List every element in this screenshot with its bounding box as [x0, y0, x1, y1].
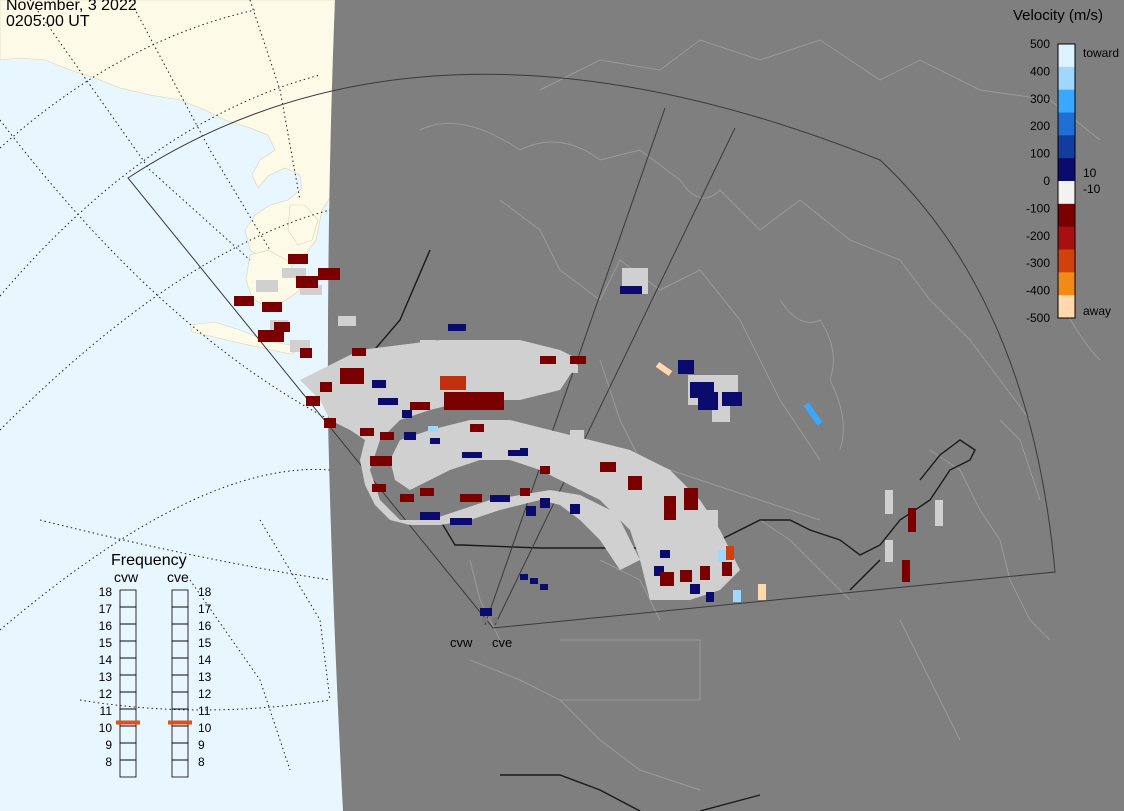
legend-colorbar-frame — [1057, 43, 1076, 319]
legend-tick-label: 100 — [1030, 147, 1050, 161]
legend-tick-label: 500 — [1030, 37, 1050, 51]
frequency-panel: Frequency cvw cve 1817161514131211109818… — [99, 552, 212, 778]
velocity-toward — [372, 286, 742, 616]
radar-label-cve: cve — [492, 635, 512, 650]
frequency-tick-label: 9 — [105, 738, 112, 752]
legend-threshold-pos: 10 — [1083, 166, 1097, 180]
legend-color-swatch — [1058, 112, 1075, 136]
legend-title: Velocity (m/s) — [1013, 7, 1103, 24]
frequency-tick-label: 12 — [99, 687, 113, 701]
legend-tick-label: -100 — [1026, 201, 1050, 215]
frequency-tick-label: 13 — [198, 670, 212, 684]
frequency-tick-label: 11 — [100, 704, 113, 718]
legend-tick-label: -500 — [1026, 311, 1050, 325]
legend-color-swatch — [1058, 66, 1075, 91]
coastlines — [419, 39, 1101, 791]
time-label: 0205:00 UT — [6, 13, 90, 30]
legend-threshold-neg: -10 — [1083, 182, 1101, 196]
frequency-tick-label: 8 — [198, 755, 205, 769]
frequency-tick-label: 16 — [99, 619, 113, 633]
legend-toward-label: toward — [1083, 46, 1119, 60]
frequency-radar-cvw-label: cvw — [114, 569, 139, 585]
frequency-cell — [119, 759, 137, 778]
legend-tick-label: 200 — [1030, 119, 1050, 133]
frequency-tick-label: 10 — [198, 721, 212, 735]
frequency-scale: 18 17 16 15 14 13 12 11 10 9 8 18 17 16 15 14 13 12 11 10 9 8 — [99, 585, 212, 778]
velocity-toward-fast — [428, 402, 823, 602]
legend-color-swatch — [1058, 158, 1075, 182]
frequency-tick-label: 15 — [198, 636, 212, 650]
frequency-tick-label: 17 — [99, 602, 113, 616]
velocity-away-fast — [440, 361, 766, 600]
radar-site-cvw — [482, 617, 488, 623]
frequency-tick-label: 12 — [198, 687, 212, 701]
legend-color-swatch — [1058, 89, 1075, 113]
legend-color-swatch — [1058, 203, 1075, 228]
frequency-tick-label: 9 — [198, 738, 205, 752]
frequency-title: Frequency — [111, 552, 187, 569]
radar-label-cvw: cvw — [450, 635, 473, 650]
frequency-tick-label: 13 — [99, 670, 113, 684]
frequency-radar-cve-label: cve — [167, 569, 189, 585]
frequency-tick-label: 17 — [198, 602, 212, 616]
frequency-tick-label: 8 — [105, 755, 112, 769]
legend-color-swatch — [1058, 295, 1075, 319]
timestamp-header: November, 3 2022 0205:00 UT — [6, 0, 137, 30]
legend-tick-label: -200 — [1026, 229, 1050, 243]
radar-sites: cvw cve — [450, 617, 512, 650]
frequency-tick-label: 11 — [198, 704, 211, 718]
legend-tick-label: 400 — [1030, 64, 1050, 78]
frequency-cell — [171, 759, 189, 778]
legend-color-swatch — [1058, 249, 1075, 273]
radar-site-cve — [492, 617, 498, 623]
legend-tick-label: -400 — [1026, 284, 1050, 298]
legend-away-label: away — [1083, 304, 1111, 318]
velocity-legend: Velocity (m/s) 500 400 300 200 100 0 -100 -200 -… — [1013, 7, 1119, 325]
legend-tick-label: -300 — [1026, 256, 1050, 270]
frequency-tick-label: 16 — [198, 619, 212, 633]
frequency-tick-label: 15 — [99, 636, 113, 650]
legend-tick-label: 300 — [1030, 92, 1050, 106]
fov-combined — [127, 73, 1056, 629]
frequency-marker — [168, 720, 192, 725]
graticule — [0, 0, 331, 771]
frequency-tick-label: 10 — [99, 721, 113, 735]
frequency-marker — [116, 720, 140, 725]
date-label: November, 3 2022 — [6, 0, 137, 14]
legend-color-swatch — [1058, 44, 1075, 68]
frequency-tick-label: 14 — [198, 653, 212, 667]
legend-color-swatch — [1058, 181, 1075, 205]
legend-tick-label: 0 — [1043, 174, 1050, 188]
frequency-tick-label: 18 — [99, 585, 113, 599]
legend-ticks: 500 400 300 200 100 0 -100 -200 -300 -400 -500 — [1026, 37, 1050, 325]
legend-color-swatch — [1058, 226, 1075, 250]
legend-colorbar — [1057, 43, 1076, 319]
legend-color-swatch — [1058, 272, 1075, 296]
frequency-tick-label: 18 — [198, 585, 212, 599]
frequency-tick-label: 14 — [99, 653, 113, 667]
fov-cve-edge — [494, 127, 736, 626]
legend-color-swatch — [1058, 135, 1075, 159]
velocity-away — [234, 254, 916, 586]
